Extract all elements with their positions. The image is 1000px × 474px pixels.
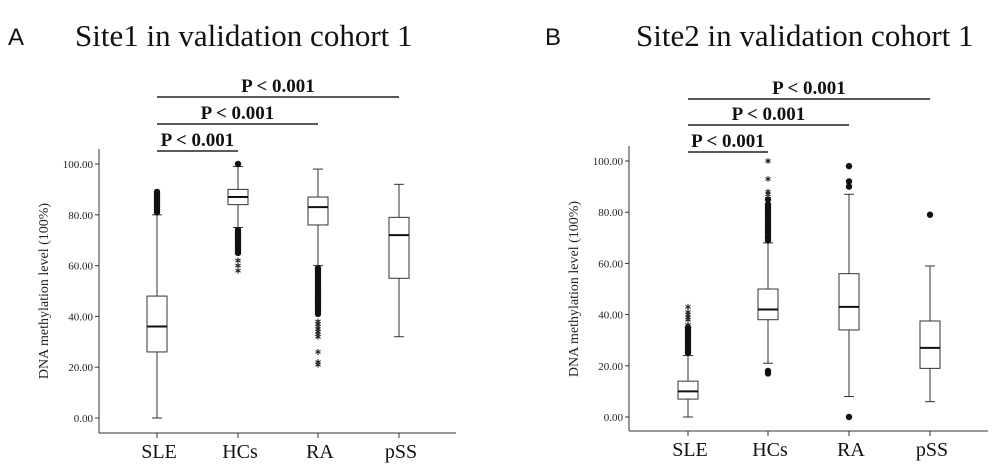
x-tick-label: pSS [385, 441, 417, 463]
y-tick-label: 20.00 [598, 361, 623, 373]
y-tick-label: 100.00 [593, 156, 624, 168]
panel-label: A [8, 24, 24, 51]
outlier-star [765, 188, 771, 195]
outlier-point [845, 178, 853, 185]
x-tick-label: RA [306, 441, 334, 463]
outlier-point [926, 211, 934, 218]
y-tick-label: 20.00 [68, 362, 93, 374]
outlier-star [235, 267, 241, 274]
chart-title: Site2 in validation cohort 1 [636, 18, 974, 53]
panel-a: A Site1 in validation cohort 1 0.00 20.00 40… [8, 18, 456, 463]
box-iqr [307, 196, 329, 226]
p-value-label: P < 0.001 [691, 131, 765, 152]
box-iqr [757, 288, 779, 321]
p-value-label: P < 0.001 [161, 130, 235, 151]
box-iqr [677, 380, 699, 400]
x-tick-label: pSS [916, 439, 948, 461]
outlier-star [765, 175, 771, 182]
y-axis-label: DNA methylation level (100%) [567, 201, 582, 377]
y-axis-label: DNA methylation level (100%) [37, 203, 52, 379]
outlier-point [845, 183, 853, 190]
outlier-star [685, 321, 691, 328]
box-pss [919, 211, 941, 403]
box-iqr [146, 295, 168, 353]
box-ra [307, 168, 329, 368]
x-tick-label: SLE [141, 441, 177, 463]
p-value-label: P < 0.001 [201, 103, 275, 124]
box-hcs [757, 158, 779, 377]
panel-b: B Site2 in validation cohort 1 0.00 20.00 40… [545, 18, 988, 461]
box-iqr [388, 216, 410, 279]
p-value-label: P < 0.001 [772, 78, 846, 99]
box-sle [677, 303, 699, 418]
outlier-point [153, 188, 161, 196]
outlier-point [764, 201, 772, 208]
chart-title: Site1 in validation cohort 1 [75, 18, 413, 53]
x-tick-label: HCs [752, 439, 788, 461]
y-tick-label: 60.00 [68, 261, 93, 273]
y-tick-label: 60.00 [598, 258, 623, 270]
outlier-point [845, 162, 853, 170]
y-tick-label: 100.00 [63, 159, 94, 171]
outlier-star [685, 309, 691, 316]
outlier-star [765, 158, 771, 164]
outlier-point [764, 367, 772, 375]
outlier-star [315, 348, 321, 355]
panel-label: B [545, 24, 561, 51]
y-tick-label: 80.00 [68, 210, 93, 222]
y-tick-label: 0.00 [74, 413, 94, 425]
outlier-point [764, 196, 772, 203]
box-iqr [838, 273, 860, 331]
p-value-label: P < 0.001 [732, 104, 806, 125]
outlier-star [685, 303, 691, 310]
box-iqr [919, 320, 941, 369]
outlier-point [314, 264, 322, 272]
outlier-star [235, 262, 241, 269]
y-tick-label: 40.00 [68, 311, 93, 323]
x-tick-label: SLE [672, 439, 708, 461]
outlier-point [234, 226, 242, 234]
y-tick-label: 80.00 [598, 207, 623, 219]
x-tick-label: RA [837, 439, 865, 461]
box-ra [838, 162, 860, 421]
y-tick-label: 40.00 [598, 310, 623, 322]
outlier-star [235, 257, 241, 264]
x-tick-label: HCs [222, 441, 258, 463]
box-pss [388, 183, 410, 338]
outlier-star [315, 318, 321, 325]
outlier-point [845, 413, 853, 421]
p-value-label: P < 0.001 [241, 76, 315, 97]
box-sle [146, 188, 168, 419]
outlier-point [234, 160, 242, 168]
outlier-star [315, 359, 321, 366]
y-tick-label: 0.00 [604, 412, 624, 424]
box-hcs [227, 160, 249, 274]
